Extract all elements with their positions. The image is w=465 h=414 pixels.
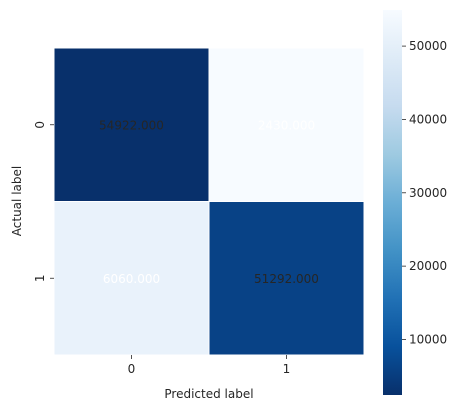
colorbar-gradient [383, 10, 402, 395]
y-tick-label-0: 0 [33, 121, 47, 129]
colorbar-tick-label-4: 50000 [409, 39, 447, 53]
heatmap-cell-1-0 [53, 201, 210, 356]
heatmap-cell-1-1 [208, 201, 365, 356]
colorbar-tick-label-2: 30000 [409, 186, 447, 200]
colorbar-tick-label-1: 20000 [409, 259, 447, 273]
heatmap-cells [53, 47, 365, 356]
colorbar-tick-label-0: 10000 [409, 332, 447, 346]
colorbar-tick-label-3: 40000 [409, 112, 447, 126]
heatmap-axes: 0 1 0 1 [33, 121, 290, 376]
heatmap-cell-0-1 [208, 47, 365, 202]
x-tick-label-0: 0 [128, 362, 136, 376]
cell-value-label-0-1: 2430.000 [258, 118, 315, 132]
y-tick-label-1: 1 [33, 274, 47, 282]
heatmap-cell-0-0 [53, 47, 210, 202]
heatmap-cell-labels: 54922.000 2430.000 6060.000 51292.000 [99, 118, 319, 286]
x-axis-label: Predicted label [164, 387, 253, 401]
x-tick-label-1: 1 [283, 362, 291, 376]
cell-value-label-0-0: 54922.000 [99, 118, 164, 132]
cell-value-label-1-0: 6060.000 [103, 272, 160, 286]
colorbar: 10000 20000 30000 40000 50000 [383, 10, 447, 395]
y-axis-label: Actual label [10, 166, 24, 236]
cell-value-label-1-1: 51292.000 [254, 272, 319, 286]
